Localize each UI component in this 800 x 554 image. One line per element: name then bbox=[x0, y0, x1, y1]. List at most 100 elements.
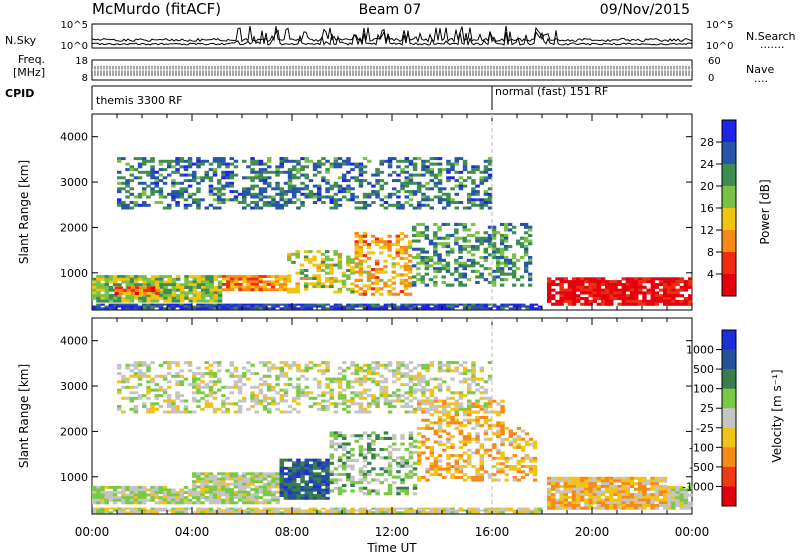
heatmap-cell bbox=[346, 184, 351, 188]
heatmap-cell bbox=[392, 179, 397, 183]
heatmap-cell bbox=[508, 272, 513, 276]
heatmap-cell bbox=[662, 501, 668, 505]
heatmap-cell bbox=[446, 170, 451, 174]
heatmap-cell bbox=[508, 267, 513, 271]
heatmap-cell bbox=[317, 494, 322, 497]
heatmap-cell bbox=[358, 448, 364, 452]
heatmap-cell bbox=[475, 168, 480, 172]
heatmap-cell bbox=[146, 296, 151, 300]
heatmap-cell bbox=[412, 305, 418, 308]
heatmap-cell bbox=[417, 456, 422, 460]
heatmap-cell bbox=[504, 305, 509, 308]
heatmap-cell bbox=[117, 509, 122, 512]
heatmap-cell bbox=[279, 187, 284, 191]
heatmap-cell bbox=[233, 493, 239, 497]
heatmap-cell bbox=[308, 258, 313, 262]
heatmap-cell bbox=[108, 507, 114, 510]
heatmap-cell bbox=[638, 280, 643, 284]
heatmap-cell bbox=[171, 399, 176, 403]
heatmap-cell bbox=[175, 383, 180, 387]
heatmap-cell bbox=[282, 280, 288, 284]
heatmap-cell bbox=[138, 296, 143, 300]
heatmap-cell bbox=[196, 496, 201, 499]
heatmap-cell bbox=[212, 157, 218, 161]
heatmap-cell bbox=[312, 282, 317, 286]
heatmap-cell bbox=[658, 479, 664, 483]
heatmap-cell bbox=[429, 303, 434, 306]
heatmap-cell bbox=[287, 258, 292, 262]
heatmap-cell bbox=[559, 485, 564, 488]
heatmap-cell bbox=[208, 496, 214, 499]
heatmap-cell bbox=[183, 410, 189, 414]
heatmap-cell bbox=[117, 305, 122, 308]
heatmap-cell bbox=[108, 493, 114, 497]
heatmap-cell bbox=[350, 192, 355, 196]
heatmap-cell bbox=[592, 479, 597, 483]
heatmap-cell bbox=[275, 474, 280, 478]
heatmap-cell bbox=[399, 256, 405, 260]
heatmap-cell bbox=[121, 280, 126, 284]
heatmap-cell bbox=[551, 302, 556, 306]
heatmap-cell bbox=[229, 190, 234, 194]
heatmap-cell bbox=[479, 201, 484, 204]
heatmap-cell bbox=[400, 303, 405, 306]
heatmap-cell bbox=[658, 280, 664, 284]
heatmap-cell bbox=[129, 187, 134, 191]
heatmap-cell bbox=[204, 372, 209, 376]
heatmap-cell bbox=[308, 477, 314, 481]
heatmap-cell bbox=[458, 429, 464, 433]
heatmap-cell bbox=[362, 448, 368, 452]
heatmap-cell bbox=[613, 476, 618, 480]
heatmap-cell bbox=[592, 476, 597, 480]
heatmap-cell bbox=[500, 261, 505, 265]
heatmap-cell bbox=[609, 294, 614, 298]
heatmap-cell bbox=[437, 305, 443, 308]
heatmap-cell bbox=[404, 201, 409, 204]
heatmap-cell bbox=[399, 232, 405, 236]
heatmap-cell bbox=[592, 277, 597, 281]
heatmap-cell bbox=[354, 179, 359, 183]
heatmap-cell bbox=[121, 493, 126, 497]
heatmap-cell bbox=[559, 476, 564, 480]
heatmap-cell bbox=[467, 385, 472, 389]
heatmap-cell bbox=[200, 303, 205, 306]
heatmap-cell bbox=[242, 501, 247, 505]
heatmap-cell bbox=[258, 383, 264, 387]
heatmap-cell bbox=[175, 491, 180, 494]
heatmap-cell bbox=[358, 377, 364, 381]
heatmap-cell bbox=[650, 288, 655, 292]
heatmap-cell bbox=[179, 374, 184, 378]
heatmap-cell bbox=[275, 507, 280, 510]
heatmap-cell bbox=[100, 303, 105, 306]
heatmap-cell bbox=[500, 451, 505, 455]
heatmap-cell bbox=[362, 206, 368, 210]
heatmap-cell bbox=[658, 283, 664, 287]
heatmap-cell bbox=[308, 391, 314, 395]
heatmap-cell bbox=[279, 159, 284, 163]
heatmap-cell bbox=[200, 380, 205, 384]
heatmap-cell bbox=[617, 283, 622, 287]
heatmap-cell bbox=[429, 394, 434, 398]
heatmap-cell bbox=[242, 190, 247, 194]
heatmap-cell bbox=[300, 511, 305, 514]
heatmap-cell bbox=[524, 267, 529, 271]
heatmap-cell bbox=[604, 490, 610, 494]
heatmap-cell bbox=[283, 507, 289, 510]
heatmap-cell bbox=[429, 448, 434, 452]
heatmap-cell bbox=[671, 302, 676, 306]
heatmap-cell bbox=[96, 509, 101, 512]
heatmap-cell bbox=[654, 490, 659, 494]
heatmap-cell bbox=[555, 498, 560, 502]
heatmap-cell bbox=[584, 493, 589, 497]
heatmap-cell bbox=[454, 407, 459, 411]
heatmap-cell bbox=[187, 498, 193, 502]
heatmap-cell bbox=[370, 234, 376, 238]
heatmap-cell bbox=[588, 479, 593, 483]
heatmap-cell bbox=[362, 492, 368, 496]
heatmap-cell bbox=[325, 277, 330, 280]
heatmap-cell bbox=[179, 501, 184, 505]
heatmap-cell bbox=[233, 305, 239, 308]
heatmap-cell bbox=[159, 296, 164, 300]
heatmap-cell bbox=[613, 297, 618, 301]
heatmap-cell bbox=[467, 402, 472, 406]
